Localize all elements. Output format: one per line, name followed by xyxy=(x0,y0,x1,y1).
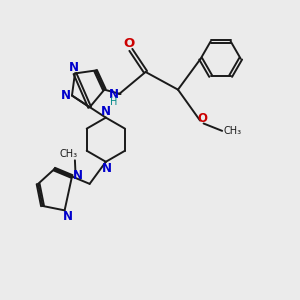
Text: CH₃: CH₃ xyxy=(60,149,78,159)
Text: N: N xyxy=(102,162,112,175)
Text: H: H xyxy=(110,97,118,107)
Text: CH₃: CH₃ xyxy=(224,126,242,136)
Text: O: O xyxy=(123,37,134,50)
Text: N: N xyxy=(63,210,73,223)
Text: N: N xyxy=(61,89,70,102)
Text: N: N xyxy=(73,169,83,182)
Text: N: N xyxy=(68,61,78,74)
Text: O: O xyxy=(197,112,207,125)
Text: N: N xyxy=(101,105,111,118)
Text: N: N xyxy=(109,88,119,100)
